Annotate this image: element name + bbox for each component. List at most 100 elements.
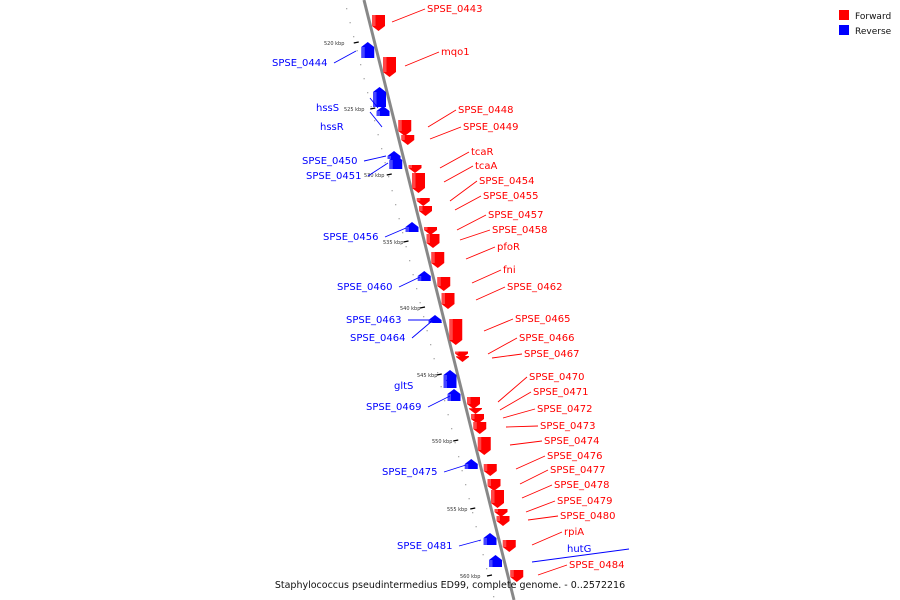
gene-arrow[interactable]: [473, 422, 487, 434]
gene-label[interactable]: hssR: [320, 122, 344, 133]
gene-label[interactable]: SPSE_0479: [557, 496, 613, 507]
gene-leader-line: [458, 539, 482, 547]
gene-label[interactable]: SPSE_0466: [519, 333, 575, 344]
gene-arrow[interactable]: [467, 397, 480, 409]
gene-arrow[interactable]: [441, 293, 455, 309]
gene-arrow-shade: [447, 394, 451, 401]
gene-label[interactable]: SPSE_0469: [366, 402, 422, 413]
gene-arrow[interactable]: [443, 370, 457, 388]
gene-arrow[interactable]: [361, 42, 375, 58]
gene-arrow[interactable]: [510, 570, 524, 582]
gene-label[interactable]: SPSE_0472: [537, 404, 593, 415]
gene-label[interactable]: gltS: [394, 381, 413, 392]
gene-label[interactable]: SPSE_0451: [306, 171, 362, 182]
gene-arrow[interactable]: [449, 319, 463, 345]
gene-label[interactable]: SPSE_0464: [350, 333, 406, 344]
gene-label[interactable]: SPSE_0456: [323, 232, 379, 243]
gene-arrow-shade: [487, 479, 491, 486]
gene-label[interactable]: SPSE_0455: [483, 191, 539, 202]
gene-label[interactable]: mqo1: [441, 47, 470, 58]
gene-arrow[interactable]: [447, 389, 461, 401]
tick-label: 535 kbp: [383, 240, 403, 246]
gene-arrow[interactable]: [431, 252, 445, 268]
gene-arrow[interactable]: [405, 222, 419, 232]
gene-arrow[interactable]: [502, 540, 516, 552]
gene-arrow[interactable]: [456, 356, 469, 362]
gene-arrow[interactable]: [417, 271, 431, 281]
gene-arrow[interactable]: [491, 490, 504, 508]
gene-arrow[interactable]: [412, 173, 425, 193]
gene-label[interactable]: SPSE_0473: [540, 421, 596, 432]
gene-arrow-shade: [449, 319, 453, 340]
gene-label[interactable]: SPSE_0454: [479, 176, 535, 187]
gene-arrow[interactable]: [408, 165, 422, 173]
gene-label[interactable]: SPSE_0474: [544, 436, 600, 447]
gene-label[interactable]: SPSE_0467: [524, 349, 580, 360]
gene-label[interactable]: SPSE_0443: [427, 4, 483, 15]
gene-label[interactable]: SPSE_0470: [529, 372, 585, 383]
gene-arrow[interactable]: [437, 277, 451, 291]
gene-arrow-shade: [502, 540, 507, 547]
gene-arrow[interactable]: [398, 120, 412, 136]
gene-label[interactable]: SPSE_0457: [488, 210, 544, 221]
gene-arrow[interactable]: [424, 227, 437, 235]
gene-arrow[interactable]: [496, 516, 510, 526]
gene-arrow[interactable]: [489, 555, 502, 567]
track-dot: [419, 302, 421, 304]
gene-arrow[interactable]: [401, 135, 415, 145]
gene-features: SPSE_0443 mqo1 SPSE_0444 hssS hssR SPSE_0448 S…: [272, 4, 630, 582]
gene-arrow[interactable]: [471, 414, 484, 424]
gene-arrow[interactable]: [483, 533, 497, 545]
gene-leader-line: [384, 227, 407, 238]
tick-label: 540 kbp: [400, 306, 420, 312]
track-dot: [440, 386, 442, 388]
gene-arrow[interactable]: [389, 155, 403, 169]
gene-label[interactable]: pfoR: [497, 242, 520, 253]
gene-label[interactable]: SPSE_0476: [547, 451, 603, 462]
gene-arrow[interactable]: [477, 437, 491, 455]
gene-arrow[interactable]: [416, 198, 430, 206]
gene-label[interactable]: SPSE_0450: [302, 156, 358, 167]
gene-arrow[interactable]: [464, 459, 478, 469]
gene-label[interactable]: SPSE_0477: [550, 465, 606, 476]
gene-arrow[interactable]: [455, 351, 468, 359]
track-dot: [349, 22, 351, 24]
track-dot: [377, 134, 379, 136]
gene-label[interactable]: SPSE_0462: [507, 282, 563, 293]
gene-label[interactable]: rpiA: [564, 527, 584, 538]
gene-arrow[interactable]: [494, 509, 508, 517]
gene-label[interactable]: SPSE_0460: [337, 282, 393, 293]
gene-label[interactable]: SPSE_0458: [492, 225, 548, 236]
gene-label[interactable]: tcaA: [475, 161, 498, 172]
gene-label[interactable]: SPSE_0475: [382, 467, 438, 478]
gene-label[interactable]: SPSE_0481: [397, 541, 453, 552]
gene-label[interactable]: SPSE_0449: [463, 122, 519, 133]
track-dot: [381, 148, 383, 150]
gene-label[interactable]: SPSE_0480: [560, 511, 616, 522]
gene-label[interactable]: SPSE_0478: [554, 480, 610, 491]
gene-arrow[interactable]: [376, 106, 390, 116]
gene-arrow[interactable]: [469, 408, 482, 414]
gene-label[interactable]: tcaR: [471, 147, 494, 158]
gene-arrow[interactable]: [426, 234, 440, 248]
gene-arrow[interactable]: [372, 15, 385, 31]
gene-leader-line: [497, 376, 528, 403]
gene-arrow[interactable]: [419, 206, 432, 216]
gene-arrow-shade: [424, 227, 428, 230]
gene-leader-line: [531, 548, 630, 563]
gene-arrow[interactable]: [373, 87, 386, 107]
gene-arrow[interactable]: [483, 464, 497, 476]
gene-label[interactable]: SPSE_0484: [569, 560, 625, 571]
gene-arrow[interactable]: [383, 57, 396, 77]
gene-arrow[interactable]: [487, 479, 501, 491]
gene-label[interactable]: fni: [503, 265, 516, 276]
gene-label[interactable]: SPSE_0463: [346, 315, 402, 326]
gene-label[interactable]: SPSE_0471: [533, 387, 589, 398]
gene-label[interactable]: SPSE_0444: [272, 58, 328, 69]
gene-label[interactable]: hssS: [316, 103, 339, 114]
gene-leader-line: [499, 391, 532, 411]
gene-label[interactable]: SPSE_0448: [458, 105, 514, 116]
gene-label[interactable]: hutG: [567, 544, 591, 555]
gene-label[interactable]: SPSE_0465: [515, 314, 571, 325]
